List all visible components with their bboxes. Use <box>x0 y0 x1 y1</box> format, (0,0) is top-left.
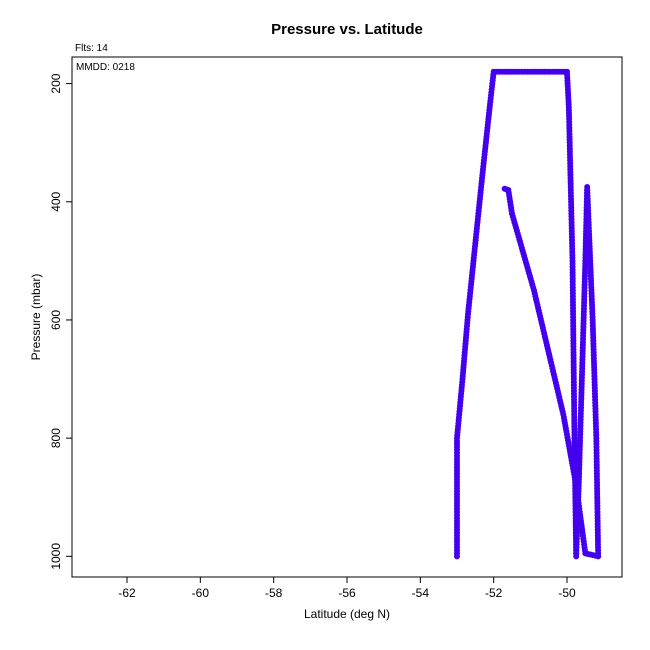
y-tick-label: 800 <box>49 428 63 448</box>
x-axis-ticks: -62 -60 -58 -56 -54 -52 -50 <box>118 577 576 600</box>
x-axis-label: Latitude (deg N) <box>304 607 390 621</box>
y-axis-label: Pressure (mbar) <box>29 274 43 361</box>
y-tick-label: 1000 <box>49 543 63 570</box>
y-tick-label: 400 <box>49 191 63 211</box>
data-point <box>501 185 508 192</box>
x-tick-label: -60 <box>192 586 210 600</box>
x-tick-label: -56 <box>338 586 356 600</box>
chart-title: Pressure vs. Latitude <box>271 21 423 38</box>
data-points <box>454 68 602 560</box>
x-tick-label: -54 <box>412 586 430 600</box>
x-tick-label: -52 <box>485 586 503 600</box>
y-axis-ticks: 200 400 600 800 1000 <box>49 73 72 570</box>
flights-annotation: Flts: 14 <box>75 43 108 54</box>
x-tick-label: -50 <box>558 586 576 600</box>
y-tick-label: 600 <box>49 310 63 330</box>
x-tick-label: -62 <box>118 586 136 600</box>
y-tick-label: 200 <box>49 73 63 93</box>
date-annotation: MMDD: 0218 <box>76 62 135 73</box>
x-tick-label: -58 <box>265 586 283 600</box>
